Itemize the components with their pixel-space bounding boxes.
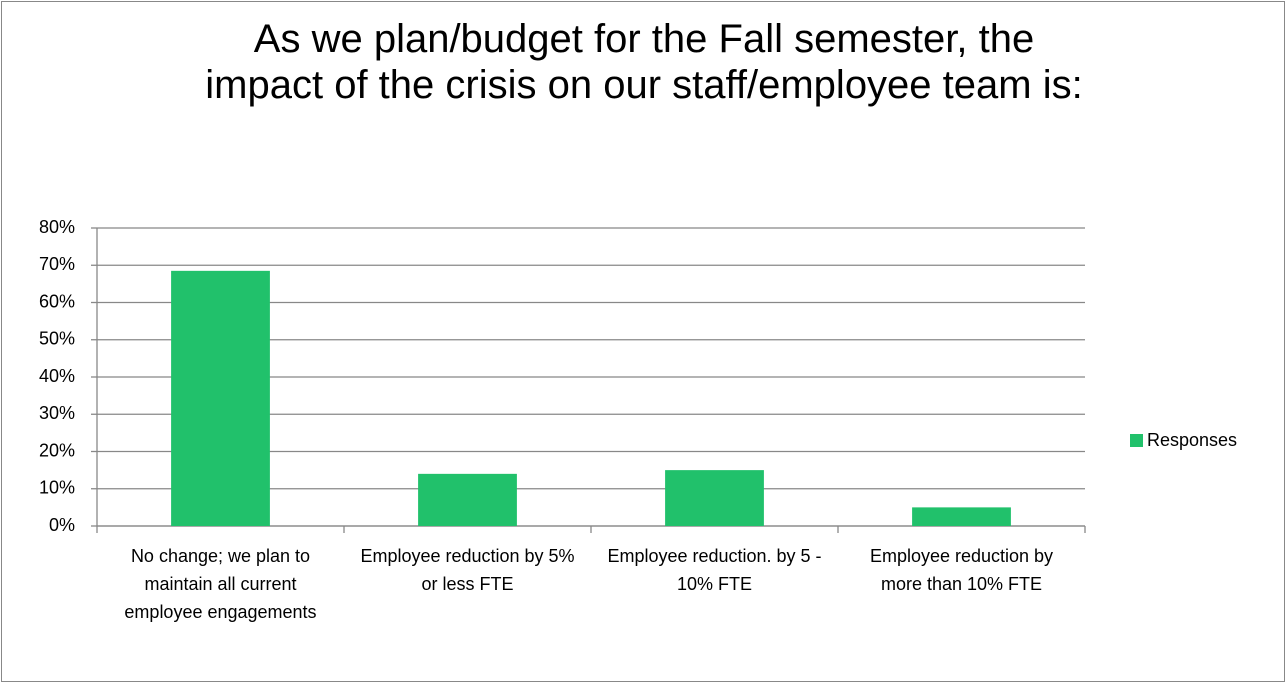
y-tick-label: 40% [39, 366, 75, 386]
bar [665, 470, 764, 526]
x-tick-label: No change; we plan to maintain all curre… [124, 546, 317, 622]
legend-label: Responses [1147, 430, 1237, 450]
legend-swatch [1130, 434, 1143, 447]
y-tick-label: 0% [49, 515, 75, 535]
y-tick-label: 50% [39, 329, 75, 349]
x-tick-label: Employee reduction by 5% or less FTE [360, 546, 575, 594]
bar [418, 473, 517, 526]
y-tick-label: 20% [39, 440, 75, 460]
y-tick-label: 10% [39, 478, 75, 498]
bar [912, 507, 1011, 526]
chart-title: As we plan/budget for the Fall semester,… [205, 17, 1083, 107]
y-tick-label: 70% [39, 254, 75, 274]
y-tick-label: 60% [39, 291, 75, 311]
bar [171, 270, 270, 526]
y-tick-label: 80% [39, 217, 75, 237]
x-tick-label: Employee reduction by more than 10% FTE [869, 546, 1054, 594]
x-tick-label: Employee reduction. by 5 - 10% FTE [607, 546, 822, 594]
y-tick-label: 30% [39, 403, 75, 423]
